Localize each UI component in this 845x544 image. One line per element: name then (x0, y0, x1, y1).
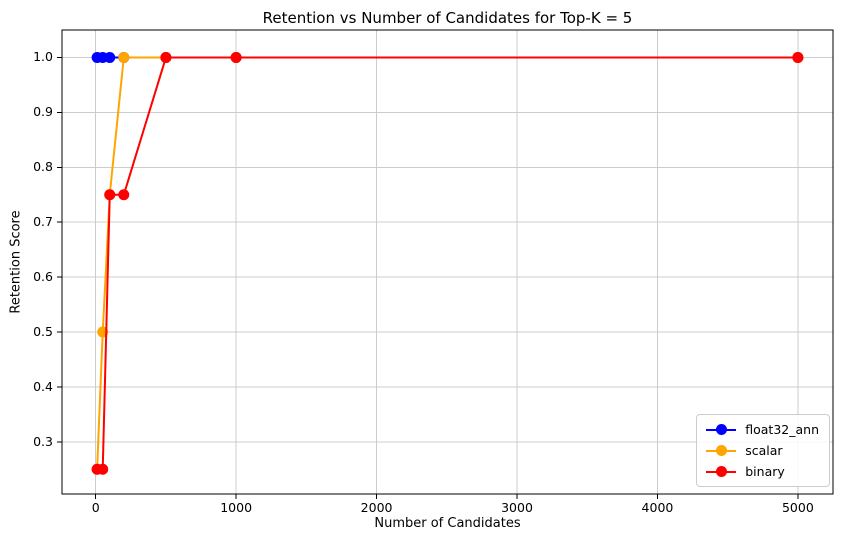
legend-line-marker-icon (706, 466, 737, 477)
x-tick-label: 3000 (501, 500, 533, 515)
y-tick-label: 0.7 (33, 214, 53, 230)
data-point-binary (104, 189, 116, 201)
x-tick-label: 1000 (220, 500, 253, 515)
legend-label: scalar (745, 443, 783, 458)
legend-item-float32_ann: float32_ann (706, 421, 819, 438)
legend-line-marker-icon (706, 445, 737, 456)
y-tick-label: 0.6 (33, 269, 53, 285)
y-tick-label: 0.8 (33, 159, 53, 175)
x-tick-label: 5000 (781, 500, 814, 515)
legend: float32_ann scalar binary (696, 414, 830, 487)
data-point-binary (118, 189, 130, 201)
legend-item-binary: binary (706, 463, 819, 480)
y-axis-label: Retention Score (8, 210, 24, 314)
chart-title: Retention vs Number of Candidates for To… (262, 9, 633, 27)
y-tick-label: 1.0 (33, 49, 53, 65)
data-point-binary (97, 463, 109, 475)
data-point-binary (792, 51, 804, 63)
legend-line-marker-icon (706, 424, 737, 435)
legend-label: binary (745, 464, 785, 479)
x-axis-label: Number of Candidates (374, 516, 521, 531)
y-tick-label: 0.3 (33, 433, 53, 449)
x-tick-label: 2000 (360, 500, 393, 515)
y-tick-label: 0.4 (33, 378, 53, 394)
data-point-binary (230, 51, 242, 63)
data-point-float32_ann (104, 51, 116, 63)
series-line-binary (96, 56, 799, 471)
y-tick-label: 0.5 (33, 324, 53, 339)
legend-label: float32_ann (745, 422, 819, 437)
x-tick-label: 0 (91, 500, 100, 515)
x-tick-label: 4000 (641, 500, 674, 515)
series-line-scalar (96, 56, 799, 471)
data-point-binary (160, 51, 172, 63)
legend-item-scalar: scalar (706, 442, 819, 459)
y-tick-label: 0.9 (33, 104, 53, 120)
axes-border (61, 29, 834, 495)
data-point-scalar (118, 51, 130, 63)
